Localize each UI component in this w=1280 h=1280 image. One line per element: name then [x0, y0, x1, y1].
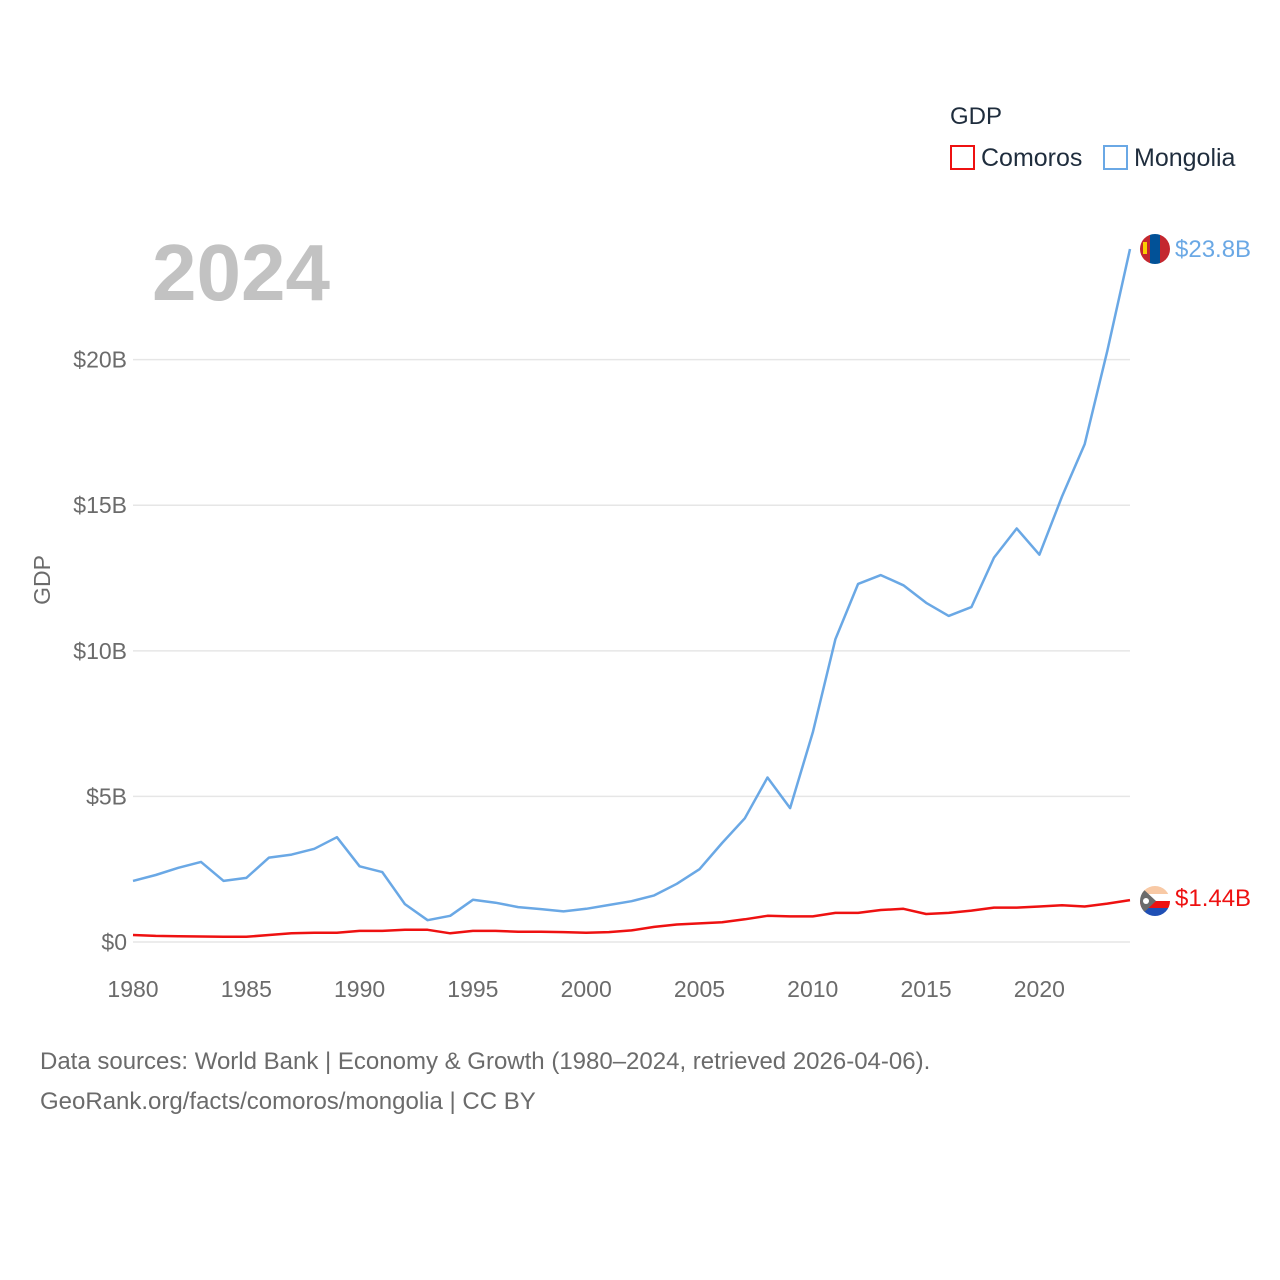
x-tick-label: 2015 — [900, 976, 951, 1002]
x-axis-ticks: 1980 1985 1990 1995 2000 2005 2010 2015 2020 — [107, 976, 1065, 1002]
x-tick-label: 1985 — [221, 976, 272, 1002]
x-tick-label: 2005 — [674, 976, 725, 1002]
series-line-comoros — [132, 898, 1131, 939]
x-tick-label: 1980 — [107, 976, 158, 1002]
x-tick-label: 1995 — [447, 976, 498, 1002]
legend-label-comoros: Comoros — [981, 144, 1082, 172]
year-label: 2024 — [152, 228, 330, 317]
x-tick-label: 2000 — [561, 976, 612, 1002]
y-tick-label: $20B — [73, 347, 127, 373]
end-label-mongolia: $23.8B — [1175, 236, 1251, 263]
y-tick-label: $10B — [73, 638, 127, 664]
legend: GDP Comoros Mongolia — [950, 103, 1236, 172]
y-tick-label: $15B — [73, 492, 127, 518]
legend-label-mongolia: Mongolia — [1134, 144, 1236, 172]
mongolia-flag-icon — [1140, 234, 1170, 264]
comoros-flag-icon — [1140, 886, 1170, 916]
footer-attribution: GeoRank.org/facts/comoros/mongolia | CC … — [40, 1088, 536, 1115]
legend-item-comoros[interactable]: Comoros — [950, 144, 1082, 172]
footer: Data sources: World Bank | Economy & Gro… — [40, 1042, 930, 1122]
legend-title: GDP — [950, 103, 1002, 130]
y-axis-ticks: $0 $5B $10B $15B $20B — [73, 347, 127, 955]
y-tick-label: $5B — [86, 783, 127, 809]
legend-item-mongolia[interactable]: Mongolia — [1103, 144, 1236, 172]
series-line-mongolia — [132, 248, 1132, 922]
end-label-comoros: $1.44B — [1175, 885, 1251, 912]
legend-swatch-comoros — [950, 145, 975, 170]
x-tick-label: 2010 — [787, 976, 838, 1002]
y-axis-title: GDP — [29, 555, 55, 605]
series-lines — [132, 248, 1132, 939]
y-tick-label: $0 — [101, 929, 127, 955]
x-tick-label: 2020 — [1014, 976, 1065, 1002]
x-tick-label: 1990 — [334, 976, 385, 1002]
legend-swatch-mongolia — [1103, 145, 1128, 170]
grid-lines — [133, 358, 1130, 943]
footer-sources: Data sources: World Bank | Economy & Gro… — [40, 1048, 931, 1075]
